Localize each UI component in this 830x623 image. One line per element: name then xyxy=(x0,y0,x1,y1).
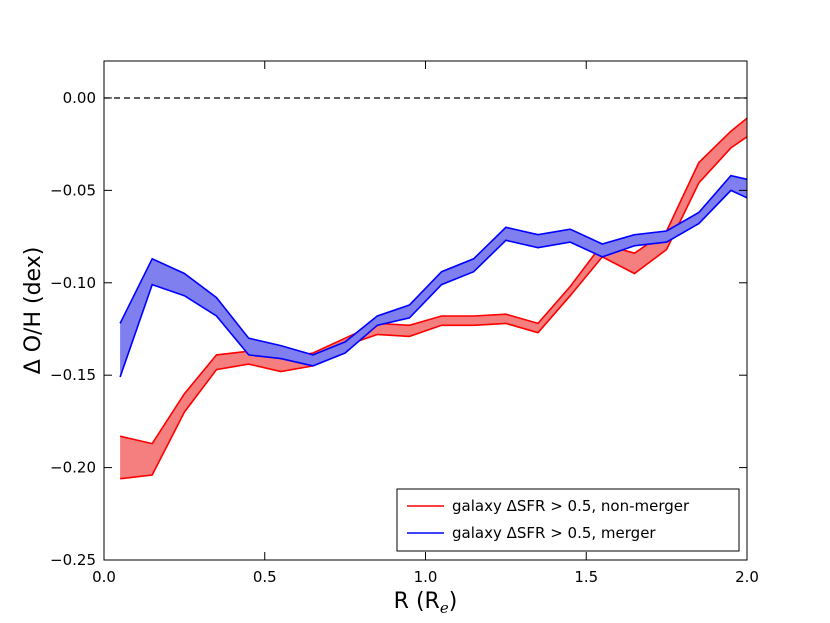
legend: galaxy ΔSFR > 0.5, non-merger galaxy ΔSF… xyxy=(396,488,740,552)
band-fill-1 xyxy=(120,175,748,377)
y-axis-ticks: 0.00 −0.05 −0.10 −0.15 −0.20 −0.25 xyxy=(50,89,747,569)
y-axis-label: Δ O/H (dex) xyxy=(21,247,46,375)
legend-box xyxy=(396,488,740,552)
band-lower-line-0 xyxy=(120,136,748,480)
legend-label-non-merger: galaxy ΔSFR > 0.5, non-merger xyxy=(452,497,690,515)
series-bands xyxy=(119,117,748,480)
y-tick-label: −0.10 xyxy=(50,274,96,292)
x-tick-label: 1.0 xyxy=(414,568,438,586)
x-tick-label: 0.0 xyxy=(92,568,116,586)
x-tick-label: 0.5 xyxy=(253,568,277,586)
x-tick-label: 2.0 xyxy=(735,568,759,586)
y-tick-label: 0.00 xyxy=(63,89,96,107)
x-axis-label-main: R (R xyxy=(394,589,440,614)
y-tick-label: −0.20 xyxy=(50,459,96,477)
x-tick-label: 1.5 xyxy=(574,568,598,586)
x-axis-label: R (Re) xyxy=(394,589,458,617)
legend-label-merger: galaxy ΔSFR > 0.5, merger xyxy=(452,524,656,542)
x-axis-ticks: 0.0 0.5 1.0 1.5 2.0 xyxy=(92,61,759,586)
plot-frame xyxy=(103,60,748,561)
y-tick-label: −0.15 xyxy=(50,366,96,384)
band-upper-line-1 xyxy=(119,174,748,356)
x-axis-label-close: ) xyxy=(449,589,458,614)
y-tick-label: −0.25 xyxy=(50,551,96,569)
y-tick-label: −0.05 xyxy=(50,181,96,199)
band-lower-line-1 xyxy=(119,189,748,378)
x-axis-label-subscript: e xyxy=(440,599,449,617)
